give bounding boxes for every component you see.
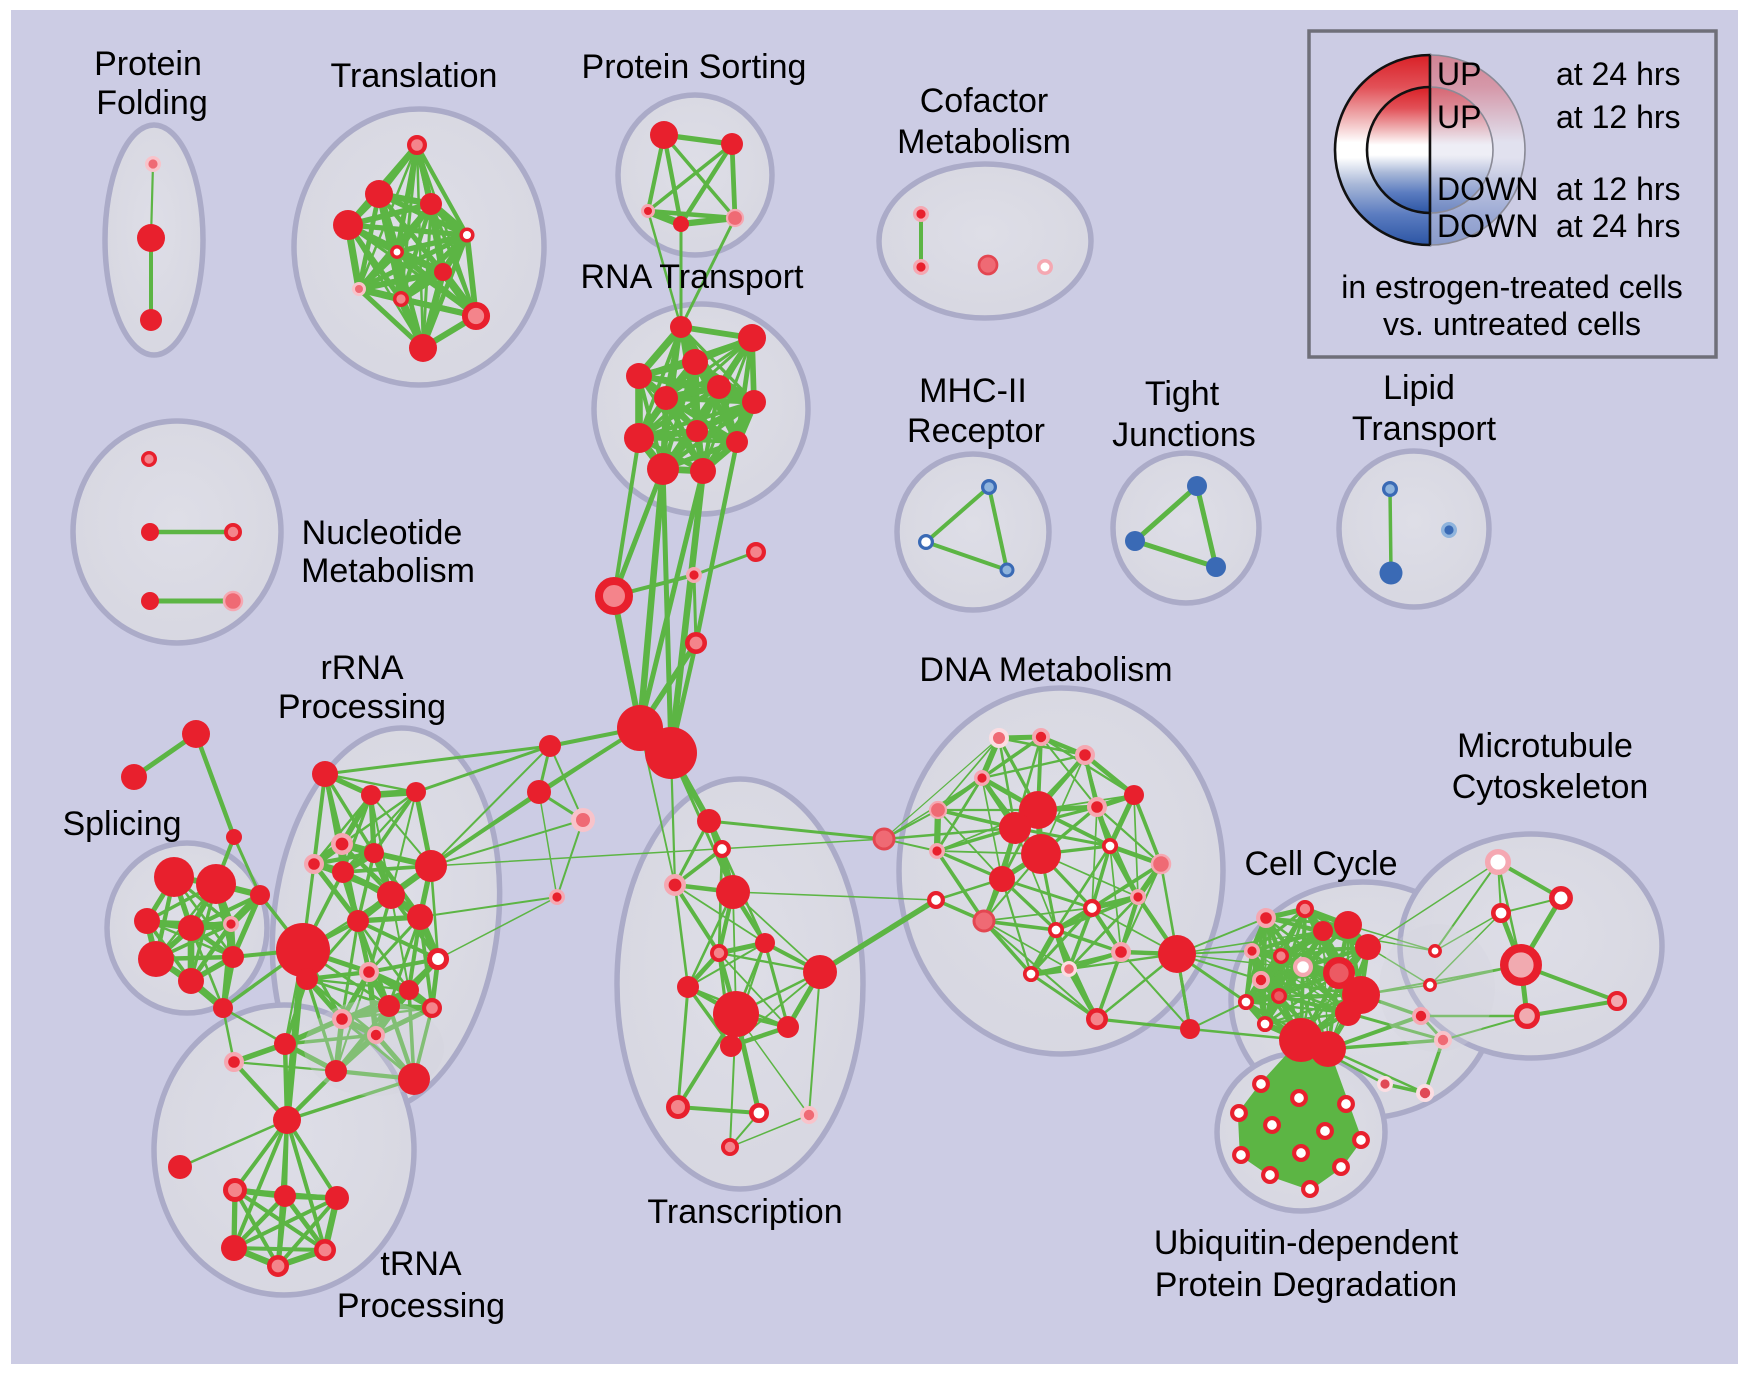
svg-text:Translation: Translation [331,57,498,95]
svg-text:MHC-II: MHC-II [919,372,1027,410]
svg-text:DNA Metabolism: DNA Metabolism [919,651,1172,689]
svg-text:Metabolism: Metabolism [301,552,475,590]
svg-text:Transport: Transport [1352,410,1497,448]
svg-text:Metabolism: Metabolism [897,123,1071,161]
svg-text:Protein Sorting: Protein Sorting [582,48,807,86]
svg-text:Processing: Processing [278,688,446,726]
svg-text:Ubiquitin-dependent: Ubiquitin-dependent [1154,1224,1459,1262]
svg-text:UP: UP [1437,56,1481,92]
svg-text:UP: UP [1437,99,1481,135]
svg-text:Cell Cycle: Cell Cycle [1244,845,1397,883]
svg-text:tRNA: tRNA [380,1245,462,1283]
svg-text:Transcription: Transcription [647,1193,842,1231]
svg-text:rRNA: rRNA [320,649,403,687]
svg-text:vs. untreated cells: vs. untreated cells [1383,306,1641,342]
svg-text:Lipid: Lipid [1383,369,1455,407]
svg-text:DOWN: DOWN [1437,208,1538,244]
svg-text:RNA Transport: RNA Transport [581,258,805,296]
svg-text:Folding: Folding [96,84,208,122]
svg-text:Microtubule: Microtubule [1457,727,1633,765]
svg-text:Protein: Protein [94,45,202,83]
svg-text:DOWN: DOWN [1437,171,1538,207]
svg-text:Protein Degradation: Protein Degradation [1155,1266,1457,1304]
svg-text:Receptor: Receptor [907,412,1045,450]
svg-text:at 24 hrs: at 24 hrs [1556,56,1681,92]
svg-text:at 12 hrs: at 12 hrs [1556,99,1681,135]
svg-text:at 12 hrs: at 12 hrs [1556,171,1681,207]
svg-text:in estrogen-treated cells: in estrogen-treated cells [1341,269,1683,305]
svg-text:Cofactor: Cofactor [920,82,1049,120]
svg-text:Processing: Processing [337,1287,505,1325]
svg-text:Junctions: Junctions [1112,416,1256,454]
svg-text:Nucleotide: Nucleotide [302,514,463,552]
svg-text:at 24 hrs: at 24 hrs [1556,208,1681,244]
svg-text:Tight: Tight [1145,375,1220,413]
svg-text:Splicing: Splicing [62,805,181,843]
svg-text:Cytoskeleton: Cytoskeleton [1452,768,1649,806]
